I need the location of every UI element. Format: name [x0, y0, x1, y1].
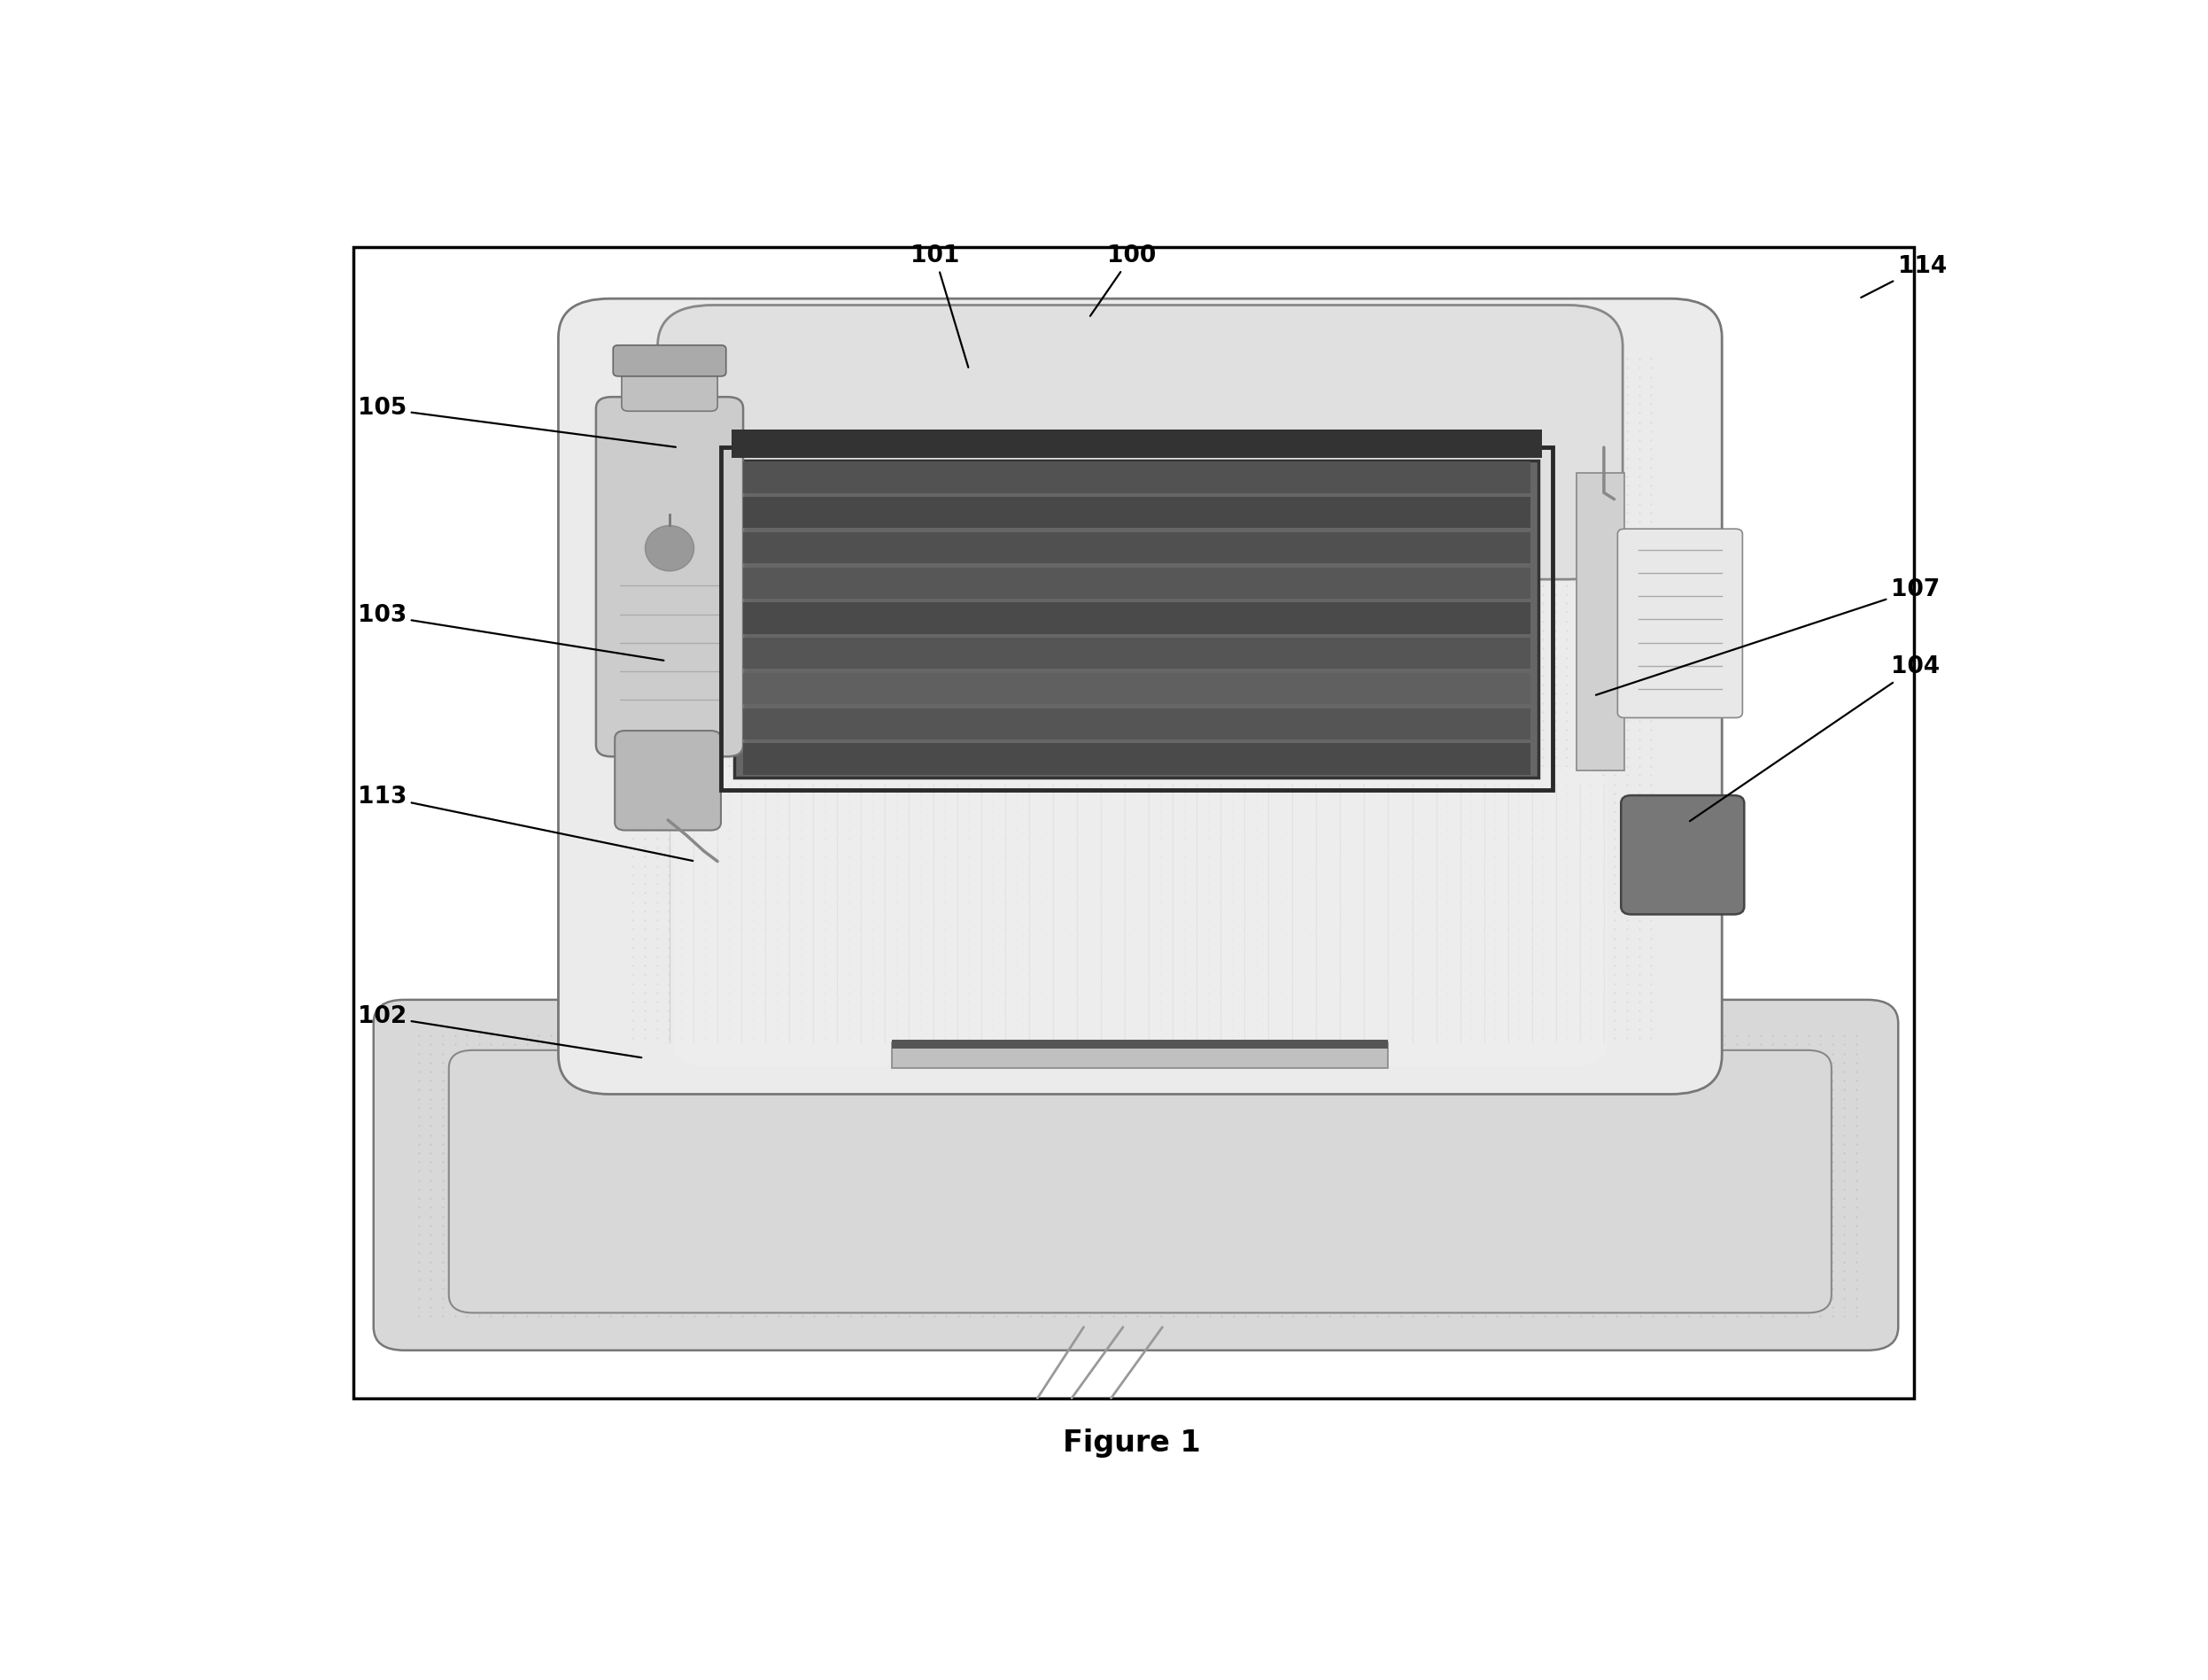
FancyBboxPatch shape: [614, 344, 726, 376]
Bar: [892, 1042, 1389, 1068]
Bar: [744, 743, 1530, 774]
FancyBboxPatch shape: [623, 365, 718, 412]
Text: 101: 101: [910, 244, 969, 368]
Bar: [744, 533, 1530, 563]
Bar: [744, 707, 1530, 739]
Text: 103: 103: [358, 605, 665, 660]
Text: 102: 102: [358, 1005, 643, 1058]
Bar: [744, 638, 1530, 669]
Text: 105: 105: [358, 396, 676, 447]
Bar: [1577, 474, 1625, 771]
Bar: [892, 1040, 1389, 1048]
Polygon shape: [645, 526, 693, 571]
Bar: [744, 603, 1530, 633]
FancyBboxPatch shape: [448, 1050, 1830, 1312]
Bar: [744, 462, 1530, 492]
Text: 114: 114: [1861, 255, 1947, 297]
FancyBboxPatch shape: [614, 731, 720, 830]
Text: 104: 104: [1689, 655, 1941, 822]
FancyBboxPatch shape: [1621, 795, 1744, 914]
FancyBboxPatch shape: [673, 766, 1607, 1065]
FancyBboxPatch shape: [353, 247, 1914, 1398]
Bar: [735, 460, 1539, 778]
Text: 113: 113: [358, 785, 693, 860]
FancyBboxPatch shape: [559, 299, 1722, 1094]
Text: 100: 100: [1091, 244, 1157, 316]
Bar: [744, 568, 1530, 598]
FancyBboxPatch shape: [596, 396, 744, 756]
Bar: [731, 430, 1541, 457]
FancyBboxPatch shape: [373, 1000, 1899, 1351]
FancyBboxPatch shape: [1618, 529, 1742, 717]
Bar: [744, 674, 1530, 704]
FancyBboxPatch shape: [658, 306, 1623, 580]
Text: Figure 1: Figure 1: [1062, 1430, 1201, 1458]
Bar: [744, 497, 1530, 528]
Text: 107: 107: [1596, 578, 1941, 696]
